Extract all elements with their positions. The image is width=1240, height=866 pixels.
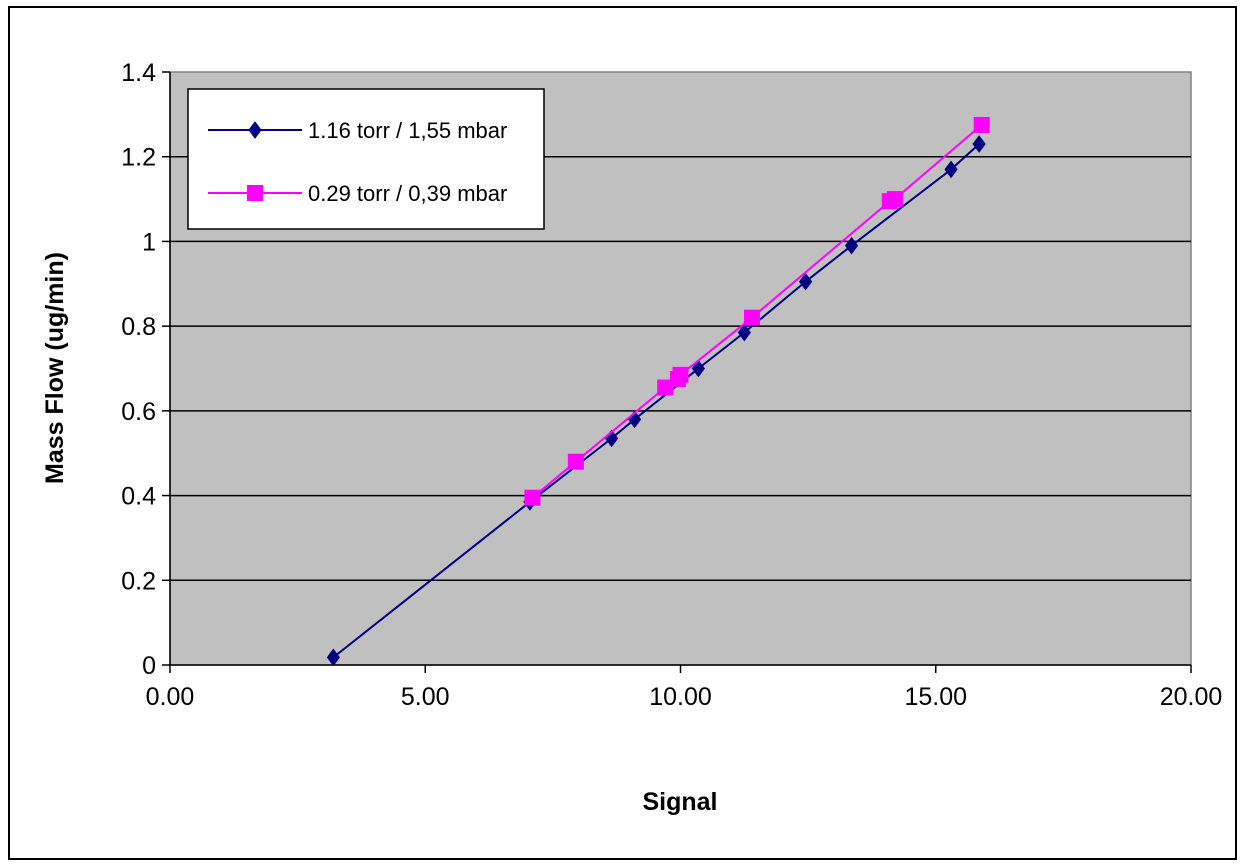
x-axis-ticks: 0.00 5.00 10.00 15.00 20.00 <box>146 665 1223 711</box>
legend-label: 0.29 torr / 0,39 mbar <box>308 181 507 206</box>
legend: 1.16 torr / 1,55 mbar 0.29 torr / 0,39 mb… <box>187 88 545 230</box>
legend-box <box>187 88 545 230</box>
x-tick-label: 10.00 <box>649 683 712 711</box>
square-data-point <box>973 116 990 133</box>
legend-marker <box>248 121 262 139</box>
diamond-data-point <box>691 359 705 378</box>
series-2 <box>524 116 990 506</box>
square-data-point <box>886 191 903 208</box>
x-tick-label: 5.00 <box>401 683 450 711</box>
square-data-point <box>672 366 689 383</box>
x-axis-title: Signal <box>642 788 717 816</box>
y-tick-label: 0.2 <box>121 567 156 595</box>
diamond-data-point <box>972 135 986 153</box>
y-axis-ticks: 0 0.2 0.4 0.6 0.8 1 1.2 1.4 <box>121 59 170 680</box>
diamond-data-point <box>326 648 340 667</box>
x-tick-label: 20.00 <box>1160 683 1223 711</box>
series-1 <box>326 135 986 667</box>
y-tick-label: 0.8 <box>121 313 156 341</box>
square-data-point <box>567 453 584 470</box>
square-data-point <box>657 379 674 396</box>
y-tick-label: 0 <box>142 652 156 680</box>
series-line <box>332 143 980 659</box>
legend-label: 1.16 torr / 1,55 mbar <box>308 118 507 143</box>
diamond-data-point <box>798 272 813 291</box>
diamond-data-point <box>737 323 751 342</box>
diamond-data-point <box>944 160 958 179</box>
square-data-point <box>524 489 541 506</box>
y-tick-label: 1.4 <box>121 59 156 87</box>
y-tick-label: 0.4 <box>121 483 156 511</box>
legend-marker <box>247 185 263 201</box>
square-data-point <box>743 309 760 326</box>
y-tick-label: 1.2 <box>121 144 156 172</box>
y-axis-title: Mass Flow (ug/min) <box>41 252 69 484</box>
diamond-data-point <box>844 236 859 255</box>
y-tick-label: 1 <box>142 228 156 256</box>
y-tick-label: 0.6 <box>121 398 156 426</box>
series-layer <box>326 116 990 667</box>
x-tick-label: 0.00 <box>146 683 195 711</box>
legend-item: 0.29 torr / 0,39 mbar <box>208 181 507 206</box>
x-tick-label: 15.00 <box>904 683 967 711</box>
legend-item: 1.16 torr / 1,55 mbar <box>208 118 507 143</box>
